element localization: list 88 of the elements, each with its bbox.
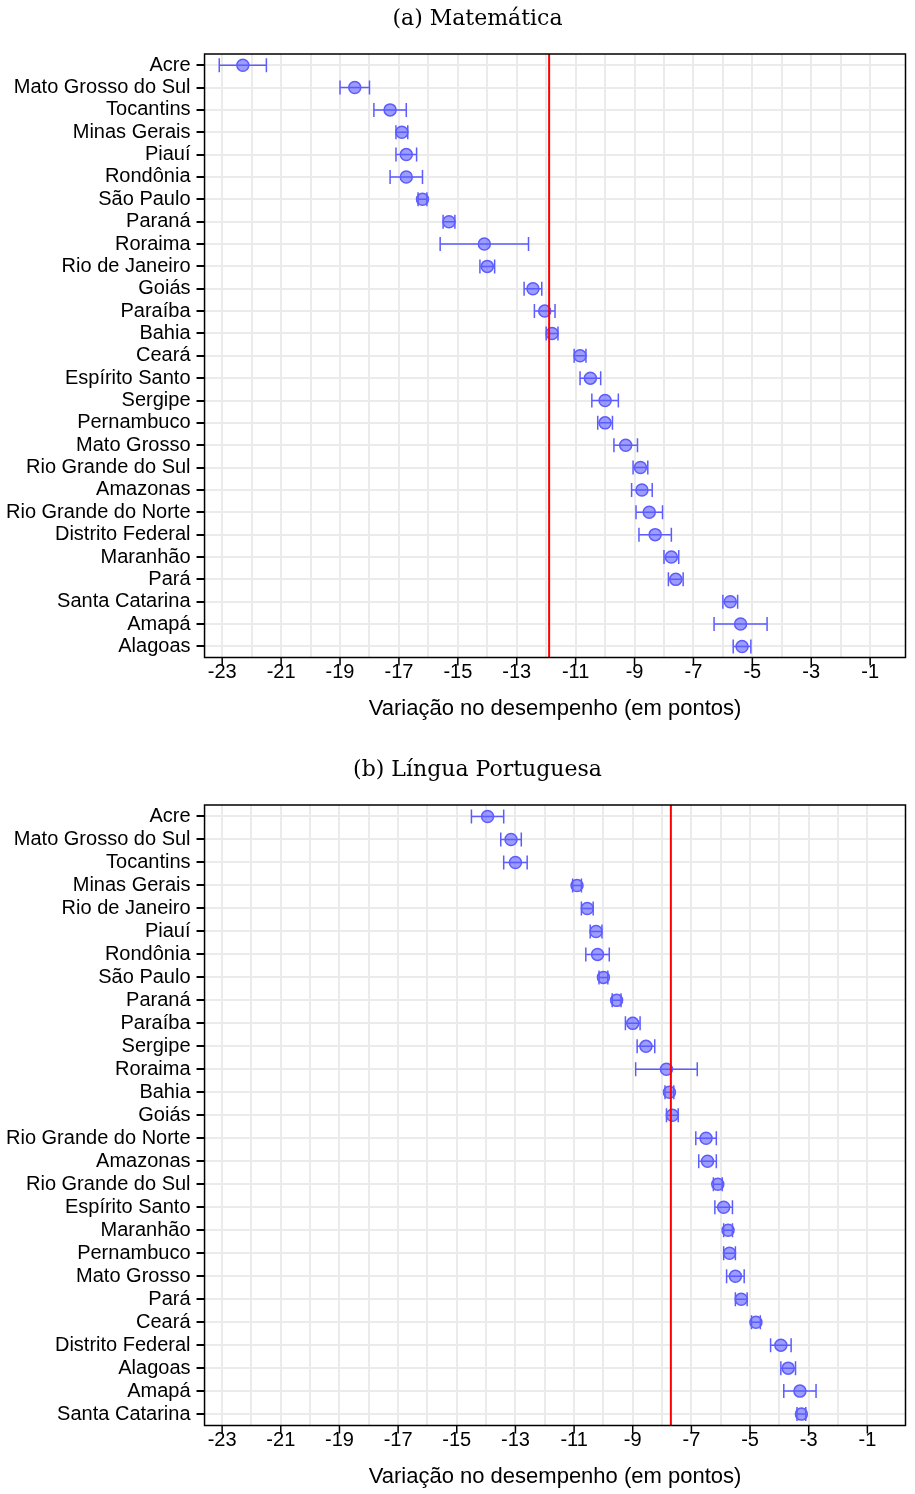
chart-title: (b) Língua Portuguesa — [352, 755, 603, 783]
y-tick-label: Rio Grande do Norte — [5, 1125, 191, 1148]
y-tick-label: Tocantins — [106, 849, 191, 872]
y-tick-label: Mato Grosso do Sul — [13, 75, 191, 98]
x-tick-label: -7 — [682, 1428, 701, 1451]
y-tick-label: Maranhão — [100, 544, 191, 567]
y-tick-label: Pará — [148, 566, 192, 589]
x-tick-label: -15 — [443, 660, 473, 683]
x-tick-label: -11 — [561, 660, 590, 683]
x-tick-label: -13 — [502, 660, 532, 683]
point — [399, 147, 414, 162]
y-tick-label: Pernambuco — [77, 1240, 191, 1263]
y-tick-label: Minas Gerais — [72, 119, 191, 142]
y-tick-label: Amapá — [127, 1378, 192, 1401]
x-tick-label: -19 — [325, 660, 355, 683]
x-tick-label: -23 — [207, 1428, 237, 1451]
x-tick-label: -5 — [743, 660, 762, 683]
y-tick-label: São Paulo — [98, 964, 191, 987]
x-tick-label: -1 — [858, 1428, 877, 1451]
y-tick-label: Acre — [149, 804, 191, 827]
y-tick-label: Tocantins — [106, 97, 191, 120]
y-tick-label: Rio Grande do Sul — [25, 455, 191, 478]
y-tick-label: Ceará — [136, 1309, 192, 1332]
y-tick-label: Rondônia — [104, 941, 192, 964]
y-tick-label: Amazonas — [96, 1148, 191, 1171]
y-tick-label: Pará — [148, 1286, 192, 1309]
x-tick-label: -15 — [442, 1428, 472, 1451]
x-tick-label: -21 — [266, 660, 296, 683]
point — [480, 809, 495, 824]
x-tick-label: -7 — [684, 660, 703, 683]
y-tick-label: Rio Grande do Sul — [25, 1171, 191, 1194]
y-tick-label: Paraná — [126, 987, 192, 1010]
y-tick-label: Mato Grosso — [76, 432, 191, 455]
x-tick-label: -21 — [266, 1428, 296, 1451]
point — [590, 947, 605, 962]
y-tick-label: Rio Grande do Norte — [5, 499, 191, 522]
x-tick-label: -17 — [384, 660, 414, 683]
x-tick-label: -3 — [799, 1428, 818, 1451]
y-tick-label: Paraíba — [120, 298, 192, 321]
y-tick-label: Minas Gerais — [72, 872, 191, 895]
y-tick-label: Goiás — [138, 1102, 191, 1125]
point — [508, 855, 523, 870]
y-tick-label: Paraíba — [120, 1010, 192, 1033]
x-tick-label: -23 — [207, 660, 237, 683]
x-tick-label: -5 — [741, 1428, 759, 1451]
y-tick-label: Paraná — [126, 209, 192, 232]
y-tick-label: Bahia — [139, 1079, 192, 1102]
y-tick-label: Roraima — [114, 1056, 192, 1079]
y-tick-label: Pernambuco — [77, 410, 191, 433]
y-tick-label: Bahia — [139, 320, 192, 343]
x-tick-label: -11 — [560, 1428, 588, 1451]
y-tick-label: Espírito Santo — [64, 365, 191, 388]
y-tick-label: Amapá — [127, 611, 192, 634]
y-tick-label: Santa Catarina — [57, 1401, 192, 1424]
y-tick-label: Acre — [149, 52, 191, 75]
point — [348, 80, 362, 95]
x-axis-title: Variação no desempenho (em pontos) — [368, 694, 742, 720]
y-tick-label: Rio de Janeiro — [61, 895, 191, 918]
x-tick-label: -1 — [861, 660, 880, 683]
y-tick-label: Distrito Federal — [54, 522, 191, 545]
y-tick-label: Mato Grosso — [76, 1263, 191, 1286]
x-axis-title: Variação no desempenho (em pontos) — [368, 1462, 742, 1488]
x-tick-label: -13 — [500, 1428, 530, 1451]
x-tick-label: -19 — [325, 1428, 354, 1451]
y-tick-label: Distrito Federal — [54, 1332, 191, 1355]
x-tick-label: -3 — [802, 660, 821, 683]
y-tick-label: São Paulo — [98, 186, 191, 209]
y-tick-label: Sergipe — [121, 388, 191, 411]
y-tick-label: Alagoas — [118, 1355, 191, 1378]
y-tick-label: Alagoas — [118, 633, 191, 656]
y-tick-label: Mato Grosso do Sul — [13, 826, 191, 849]
x-tick-label: -17 — [383, 1428, 413, 1451]
y-tick-label: Piauí — [144, 142, 191, 165]
y-tick-label: Rio de Janeiro — [61, 253, 191, 276]
x-tick-label: -9 — [623, 1428, 642, 1451]
y-tick-label: Piauí — [144, 918, 191, 941]
x-tick-label: -9 — [625, 660, 644, 683]
y-tick-label: Ceará — [136, 343, 192, 366]
y-tick-label: Goiás — [138, 276, 191, 299]
y-tick-label: Rondônia — [104, 164, 192, 187]
y-tick-label: Amazonas — [96, 477, 191, 500]
point — [642, 505, 657, 520]
y-tick-label: Espírito Santo — [64, 1194, 191, 1217]
y-tick-label: Santa Catarina — [57, 589, 192, 612]
y-tick-label: Maranhão — [100, 1217, 191, 1240]
y-tick-label: Roraima — [114, 231, 192, 254]
y-tick-label: Sergipe — [121, 1033, 191, 1056]
chart-title: (a) Matemática — [391, 4, 564, 32]
